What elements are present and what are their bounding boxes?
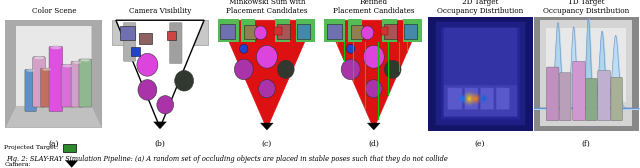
- Bar: [274, 27, 282, 35]
- Bar: [384, 24, 397, 38]
- Circle shape: [259, 80, 275, 98]
- Bar: [540, 20, 632, 127]
- Circle shape: [341, 59, 360, 80]
- Circle shape: [157, 96, 173, 114]
- Ellipse shape: [42, 68, 51, 71]
- Polygon shape: [6, 106, 102, 128]
- FancyBboxPatch shape: [71, 61, 83, 107]
- Circle shape: [277, 60, 294, 78]
- Bar: [218, 19, 316, 42]
- Ellipse shape: [62, 64, 73, 68]
- Text: (b): (b): [155, 139, 165, 148]
- Bar: [120, 26, 135, 40]
- Bar: [241, 19, 255, 42]
- Bar: [167, 31, 176, 40]
- Ellipse shape: [34, 56, 44, 60]
- FancyBboxPatch shape: [547, 67, 559, 121]
- Bar: [296, 19, 315, 42]
- FancyBboxPatch shape: [586, 78, 597, 121]
- FancyBboxPatch shape: [573, 61, 585, 121]
- Ellipse shape: [26, 69, 35, 72]
- Text: Minkowski Sum with
Placement Candidates: Minkowski Sum with Placement Candidates: [226, 0, 308, 15]
- Polygon shape: [326, 20, 421, 129]
- Circle shape: [175, 71, 193, 91]
- Bar: [218, 19, 239, 42]
- FancyBboxPatch shape: [49, 47, 63, 112]
- Bar: [162, 20, 208, 45]
- Text: Projected Target:: Projected Target:: [4, 145, 59, 150]
- Ellipse shape: [50, 46, 61, 50]
- Polygon shape: [154, 122, 166, 129]
- Polygon shape: [220, 20, 314, 129]
- FancyBboxPatch shape: [61, 65, 74, 107]
- Text: (c): (c): [262, 139, 272, 148]
- Bar: [220, 24, 236, 38]
- Bar: [326, 24, 342, 38]
- Bar: [139, 33, 152, 44]
- Bar: [131, 47, 140, 56]
- Ellipse shape: [80, 58, 90, 62]
- Circle shape: [346, 44, 355, 53]
- Bar: [404, 24, 417, 38]
- Polygon shape: [6, 20, 16, 128]
- Text: (a): (a): [49, 139, 59, 148]
- Bar: [112, 20, 157, 45]
- Bar: [16, 26, 92, 108]
- Circle shape: [137, 53, 158, 76]
- Bar: [547, 28, 626, 102]
- Polygon shape: [116, 20, 204, 128]
- Circle shape: [138, 80, 157, 100]
- Circle shape: [257, 45, 277, 68]
- Circle shape: [254, 26, 267, 40]
- Ellipse shape: [72, 61, 81, 64]
- Circle shape: [384, 60, 401, 78]
- Polygon shape: [92, 20, 102, 128]
- Polygon shape: [260, 123, 273, 130]
- FancyBboxPatch shape: [25, 69, 36, 112]
- Bar: [244, 25, 257, 38]
- FancyBboxPatch shape: [33, 57, 45, 107]
- FancyBboxPatch shape: [124, 23, 136, 61]
- Circle shape: [234, 59, 253, 80]
- Circle shape: [239, 44, 248, 53]
- FancyBboxPatch shape: [79, 59, 92, 107]
- Text: (d): (d): [369, 139, 379, 148]
- FancyBboxPatch shape: [559, 73, 571, 121]
- Text: Fig. 2: SLAY-RAY Simulation Pipeline: (a) A random set of occluding objects are : Fig. 2: SLAY-RAY Simulation Pipeline: (a…: [6, 155, 448, 163]
- FancyBboxPatch shape: [611, 77, 623, 121]
- Text: 1D Target
Occupancy Distribution: 1D Target Occupancy Distribution: [543, 0, 629, 15]
- Text: 2D Target
Occupancy Distribution: 2D Target Occupancy Distribution: [437, 0, 523, 15]
- Text: Camera Visibility: Camera Visibility: [129, 7, 191, 15]
- Circle shape: [364, 45, 384, 68]
- Bar: [277, 24, 290, 38]
- Bar: [348, 19, 362, 42]
- Bar: [275, 19, 290, 42]
- Bar: [324, 19, 346, 42]
- Bar: [298, 24, 310, 38]
- Text: Camera:: Camera:: [4, 162, 31, 167]
- Text: (f): (f): [582, 139, 591, 148]
- Polygon shape: [367, 123, 380, 130]
- FancyBboxPatch shape: [170, 23, 182, 64]
- Bar: [351, 25, 364, 38]
- Text: Color Scene: Color Scene: [31, 7, 76, 15]
- Circle shape: [361, 26, 374, 40]
- Bar: [381, 27, 388, 35]
- FancyBboxPatch shape: [598, 71, 611, 121]
- Bar: [403, 19, 422, 42]
- FancyBboxPatch shape: [41, 68, 52, 107]
- Text: Refined
Placement Candidates: Refined Placement Candidates: [333, 0, 415, 15]
- Bar: [382, 19, 397, 42]
- Text: (e): (e): [475, 139, 485, 148]
- Circle shape: [365, 80, 382, 98]
